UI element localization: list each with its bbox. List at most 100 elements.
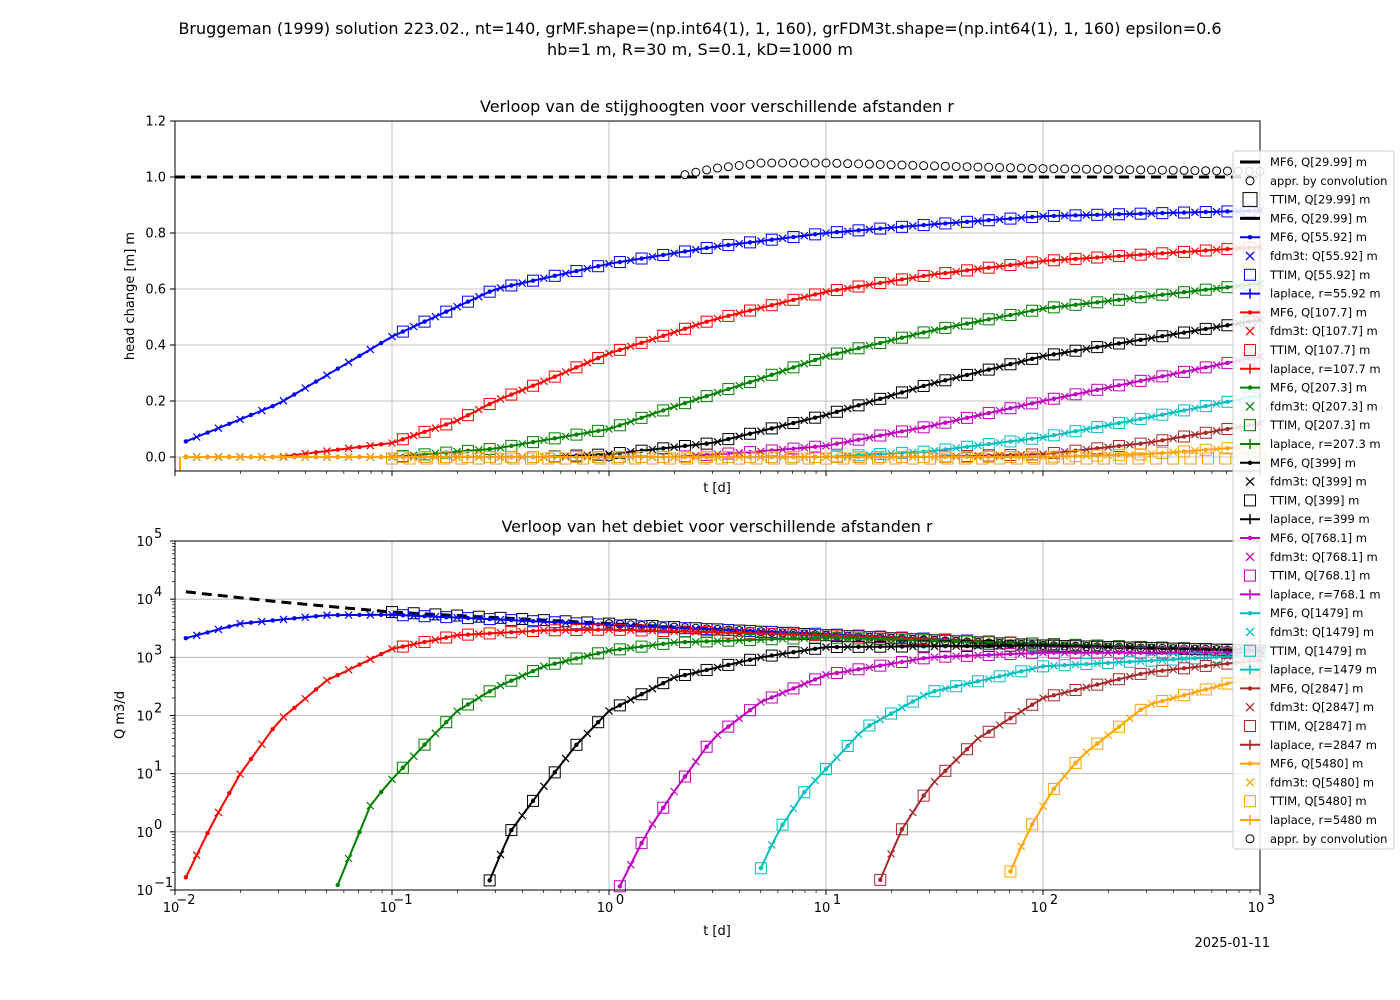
discharge-r2847-dot — [878, 877, 883, 883]
discharge-r1479-cross — [984, 674, 993, 683]
discharge-r399-cross — [1060, 642, 1069, 650]
discharge-r1479-cross — [898, 703, 906, 712]
discharge-r55.92-ttim-square — [418, 610, 431, 623]
head-r107.7-cross — [800, 293, 809, 302]
legend-cross-swatch — [1245, 627, 1255, 637]
discharge-r107.7-cross — [539, 626, 548, 635]
ttim-zero-square — [455, 452, 468, 465]
ttim-zero-square — [802, 452, 815, 465]
head-r107.7-ttim-square — [830, 284, 843, 297]
discharge-r5480-ttim-square — [1112, 720, 1125, 733]
head-r5480-dot — [943, 454, 948, 460]
head-r5480-cross — [822, 453, 830, 461]
head-r55.92-dot — [834, 229, 840, 235]
legend-cross-swatch — [1245, 251, 1255, 261]
head-r55.92-cross — [973, 217, 982, 225]
convolution-circle — [604, 619, 614, 629]
head-r107.7-dot — [1160, 251, 1165, 256]
head-r107.7-ttim-square — [874, 276, 887, 289]
discharge-r107.7-cross — [756, 629, 765, 638]
legend-entry: TTIM, Q[207.3] m — [1244, 418, 1370, 432]
head-r107.7-dot — [530, 383, 536, 388]
head-r5480-dot — [747, 454, 753, 460]
discharge-r207.3-dot — [509, 678, 514, 683]
y-tick-label: 10 — [136, 884, 153, 899]
head-r207.3-ttim-square — [548, 432, 561, 445]
head-r5480-cross — [388, 453, 396, 461]
ttim-zero-square — [1167, 452, 1180, 465]
legend-entry: TTIM, Q[2847] m — [1244, 719, 1367, 733]
head-r207.3-ttim-square — [1156, 288, 1169, 301]
head-plot-xlabel: t [d] — [703, 481, 731, 496]
head-r107.7-ttim-square — [635, 336, 648, 349]
head-r5480-cross — [1017, 453, 1026, 461]
head-r55.92-dot — [205, 430, 210, 435]
head-r55.92-dot — [747, 240, 753, 245]
discharge-r55.92-cross — [344, 611, 353, 619]
head-r768.1-ttim-square — [982, 407, 995, 420]
discharge-r107.7-ttim-square — [657, 624, 670, 637]
head-r768.1-ttim-square — [1047, 392, 1060, 405]
discharge-r768.1-dot — [1181, 650, 1187, 655]
head-r107.7-line — [185, 246, 1261, 458]
discharge-r207.3-ttim-square — [483, 685, 496, 698]
head-r5480-cross — [778, 453, 787, 461]
discharge-r1479-cross — [1180, 654, 1188, 663]
legend-entry: appr. by convolution — [1245, 832, 1387, 846]
discharge-r1479-dot — [1062, 663, 1067, 668]
discharge-r207.3-cross — [409, 752, 418, 761]
head-r207.3-dot — [986, 317, 991, 322]
discharge-r207.3-cross — [496, 681, 505, 690]
head-r107.7-cross — [1147, 250, 1156, 258]
head-r399-cross — [1147, 334, 1156, 342]
head-r5480-cross — [735, 453, 744, 461]
ttim-zero-square — [490, 452, 503, 465]
discharge-r1479-cross — [876, 715, 885, 724]
head-r55.92-dot — [1181, 210, 1187, 215]
head-r2847-cross — [1082, 445, 1091, 454]
head-r55.92-cross — [366, 345, 375, 354]
discharge-r399-dot — [834, 644, 840, 650]
discharge-r399-dot — [509, 827, 514, 833]
discharge-r2847-ttim-square — [1178, 662, 1191, 675]
head-r207.3-cross — [930, 326, 939, 334]
head-r55.92-ttim-square — [917, 219, 930, 232]
head-r107.7-dot — [1073, 256, 1078, 262]
legend-label: MF6, Q[29.99] m — [1270, 211, 1367, 225]
discharge-r55.92-cross — [539, 617, 548, 626]
head-r207.3-dot — [1008, 312, 1013, 318]
convolution-circle — [691, 167, 701, 177]
discharge-r5480-cross — [1060, 772, 1069, 780]
legend-square-swatch — [1244, 419, 1256, 432]
legend-label: appr. by convolution — [1270, 174, 1387, 188]
head-r207.3-dot — [1073, 302, 1078, 308]
discharge-r107.7-dot — [292, 705, 297, 710]
discharge-r207.3-cross — [713, 637, 722, 645]
head-r55.92-dot — [378, 340, 384, 346]
legend-entry: MF6, Q[5480] m — [1240, 757, 1363, 771]
discharge-r1479-dot — [1149, 658, 1154, 663]
head-r107.7-ttim-square — [548, 370, 561, 383]
head-r107.7-dot — [878, 280, 883, 286]
head-r55.92-dot — [878, 226, 883, 231]
head-r207.3-ttim-square — [1112, 293, 1125, 306]
head-r768.1-cross — [887, 429, 896, 438]
head-r768.1-dot — [1181, 369, 1187, 375]
discharge-r55.92-ttim-square — [505, 614, 518, 627]
convolution-circle — [854, 159, 864, 169]
head-plot-series — [175, 158, 1266, 471]
head-r55.92-cross — [648, 252, 657, 261]
convolution-circle — [734, 160, 744, 170]
head-r107.7-ttim-square — [678, 322, 691, 335]
head-r768.1-dot — [1051, 396, 1057, 401]
head-r55.92-ttim-square — [700, 241, 713, 254]
discharge-r207.3-cross — [474, 693, 483, 702]
head-r55.92-cross — [778, 234, 787, 243]
discharge-r399-cross — [908, 642, 917, 651]
head-r107.7-dot — [682, 326, 688, 331]
y-tick-exponent: 2 — [154, 702, 162, 717]
head-r55.92-dot — [357, 353, 362, 359]
discharge-r399-ttim-square — [961, 640, 974, 653]
head-r107.7-dot — [509, 392, 514, 397]
head-r55.92-dot — [769, 237, 774, 242]
